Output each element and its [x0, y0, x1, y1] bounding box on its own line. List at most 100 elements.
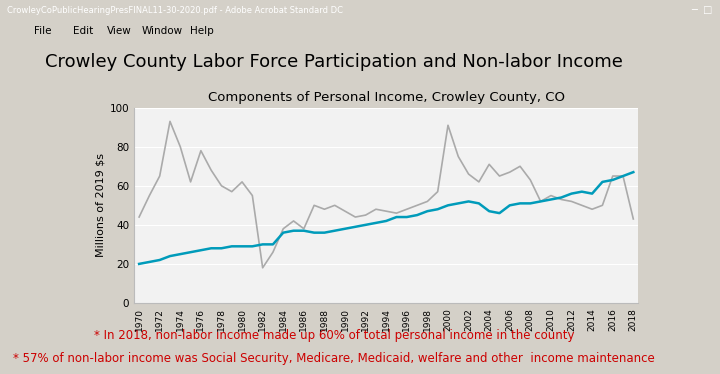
Title: Components of Personal Income, Crowley County, CO: Components of Personal Income, Crowley C… — [207, 91, 564, 104]
Non-labor income — [402, 215, 411, 219]
Non-labor income — [279, 230, 287, 235]
Non-labor income — [166, 254, 174, 258]
Labor earnings — [269, 250, 277, 254]
Non-labor income — [444, 203, 452, 208]
Labor earnings — [156, 174, 164, 178]
Non-labor income — [577, 189, 586, 194]
Non-labor income — [618, 174, 627, 178]
Text: File: File — [35, 26, 52, 36]
Labor earnings — [351, 215, 359, 219]
Labor earnings — [598, 203, 607, 208]
Non-labor income — [413, 213, 421, 217]
Labor earnings — [629, 217, 638, 221]
Non-labor income — [608, 178, 617, 182]
Non-labor income — [516, 201, 524, 206]
Labor earnings — [536, 199, 545, 204]
Text: View: View — [107, 26, 131, 36]
Labor earnings — [300, 227, 308, 231]
Non-labor income — [433, 207, 442, 211]
Non-labor income — [526, 201, 535, 206]
Text: Edit: Edit — [73, 26, 93, 36]
Non-labor income — [238, 244, 246, 249]
Non-labor income — [228, 244, 236, 249]
Labor earnings — [382, 209, 390, 214]
Text: CrowleyCoPublicHearingPresFINAL11-30-2020.pdf - Adobe Acrobat Standard DC: CrowleyCoPublicHearingPresFINAL11-30-202… — [7, 6, 343, 15]
Non-labor income — [330, 229, 339, 233]
Labor earnings — [341, 209, 349, 214]
Non-labor income — [207, 246, 215, 251]
Labor earnings — [372, 207, 380, 211]
Labor earnings — [135, 215, 143, 219]
Labor earnings — [464, 172, 473, 176]
Labor earnings — [228, 189, 236, 194]
Labor earnings — [402, 207, 411, 211]
Non-labor income — [361, 223, 370, 227]
Labor earnings — [258, 266, 267, 270]
Labor earnings — [166, 119, 174, 124]
Labor earnings — [392, 211, 401, 215]
Line: Non-labor income: Non-labor income — [139, 172, 634, 264]
Labor earnings — [207, 168, 215, 172]
Non-labor income — [217, 246, 226, 251]
Labor earnings — [588, 207, 596, 211]
Non-labor income — [320, 230, 329, 235]
Non-labor income — [495, 211, 504, 215]
Non-labor income — [269, 242, 277, 246]
Labor earnings — [505, 170, 514, 174]
Non-labor income — [598, 180, 607, 184]
Labor earnings — [526, 178, 535, 182]
Labor earnings — [197, 148, 205, 153]
Labor earnings — [423, 199, 432, 204]
Non-labor income — [135, 262, 143, 266]
Labor earnings — [217, 184, 226, 188]
Non-labor income — [156, 258, 164, 262]
Labor earnings — [279, 227, 287, 231]
Labor earnings — [546, 193, 555, 198]
Labor earnings — [320, 207, 329, 211]
Labor earnings — [618, 174, 627, 178]
Non-labor income — [474, 201, 483, 206]
Non-labor income — [310, 230, 318, 235]
Non-labor income — [505, 203, 514, 208]
Text: * 57% of non-labor income was Social Security, Medicare, Medicaid, welfare and o: * 57% of non-labor income was Social Sec… — [13, 352, 654, 365]
Non-labor income — [289, 229, 298, 233]
Non-labor income — [351, 224, 359, 229]
Labor earnings — [145, 193, 153, 198]
Non-labor income — [176, 252, 184, 257]
Labor earnings — [454, 154, 462, 159]
Text: Help: Help — [190, 26, 213, 36]
Non-labor income — [588, 191, 596, 196]
Non-labor income — [536, 199, 545, 204]
Labor earnings — [310, 203, 318, 208]
Non-labor income — [186, 250, 195, 254]
Non-labor income — [248, 244, 257, 249]
Labor earnings — [361, 213, 370, 217]
Non-labor income — [382, 219, 390, 223]
Labor earnings — [433, 189, 442, 194]
Non-labor income — [423, 209, 432, 214]
Text: * In 2018, non-labor income made up 60% of total personal income in the county: * In 2018, non-labor income made up 60% … — [94, 328, 574, 341]
Non-labor income — [546, 197, 555, 202]
Labor earnings — [567, 199, 576, 204]
Non-labor income — [145, 260, 153, 264]
Labor earnings — [516, 164, 524, 169]
Labor earnings — [557, 197, 565, 202]
Line: Labor earnings: Labor earnings — [139, 122, 634, 268]
Labor earnings — [474, 180, 483, 184]
Y-axis label: Millions of 2019 $s: Millions of 2019 $s — [95, 153, 105, 257]
Labor earnings — [289, 219, 298, 223]
Non-labor income — [567, 191, 576, 196]
Labor earnings — [495, 174, 504, 178]
Text: Crowley County Labor Force Participation and Non-labor Income: Crowley County Labor Force Participation… — [45, 52, 623, 71]
Labor earnings — [238, 180, 246, 184]
Labor earnings — [248, 193, 257, 198]
Labor earnings — [186, 180, 195, 184]
Non-labor income — [341, 227, 349, 231]
Non-labor income — [454, 201, 462, 206]
Non-labor income — [197, 248, 205, 252]
Labor earnings — [330, 203, 339, 208]
Non-labor income — [300, 229, 308, 233]
Labor earnings — [485, 162, 493, 166]
Labor earnings — [176, 144, 184, 149]
Non-labor income — [372, 221, 380, 225]
